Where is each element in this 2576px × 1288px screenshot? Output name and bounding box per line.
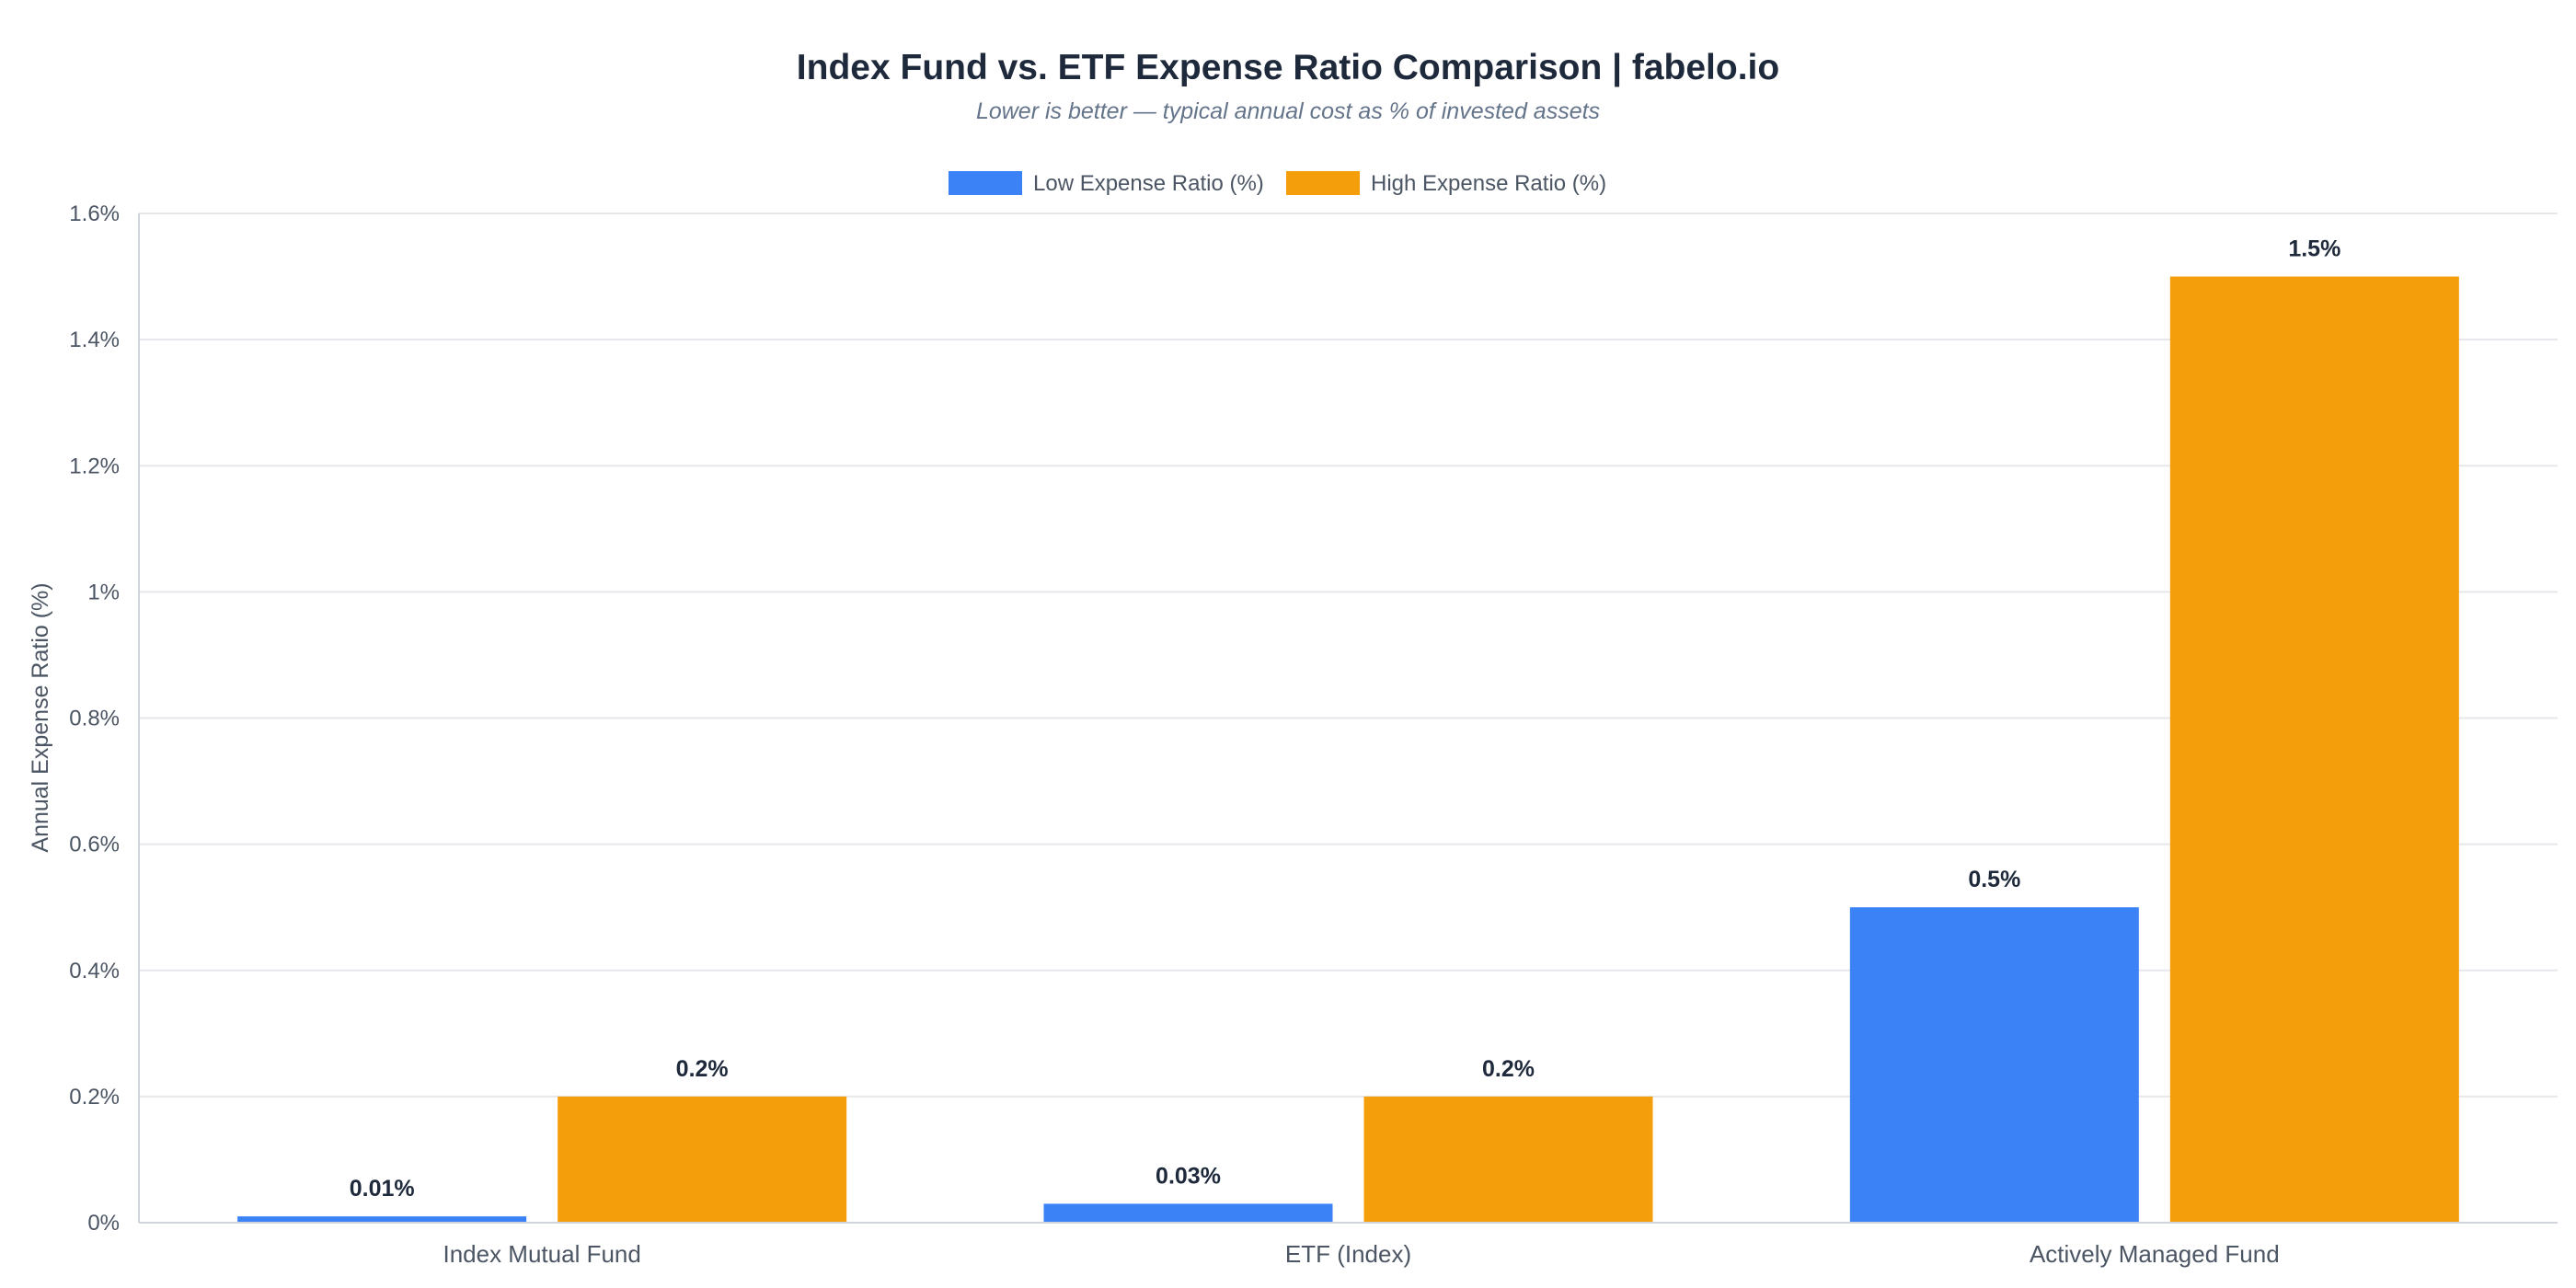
chart-subtitle: Lower is better — typical annual cost as… xyxy=(976,98,1600,124)
y-axis-ticks: 0% 0.2% 0.4% 0.6% 0.8% 1% 1.2% 1.4% 1.6% xyxy=(69,201,120,1236)
bar xyxy=(1849,907,2139,1223)
legend-swatch xyxy=(1286,171,1360,195)
x-category-label: Actively Managed Fund xyxy=(2030,1240,2280,1268)
bar xyxy=(2169,276,2459,1223)
bar xyxy=(1043,1203,1333,1223)
x-category-label: Index Mutual Fund xyxy=(443,1240,640,1268)
y-axis-label: Annual Expense Ratio (%) xyxy=(28,582,53,852)
chart-title: Index Fund vs. ETF Expense Ratio Compari… xyxy=(797,48,1779,87)
y-tick-label: 1% xyxy=(87,580,120,604)
y-tick-label: 0.2% xyxy=(69,1085,120,1110)
y-tick-label: 1.6% xyxy=(69,201,120,226)
bar-series xyxy=(237,276,2459,1223)
y-tick-label: 0.4% xyxy=(69,959,120,983)
y-tick-label: 0% xyxy=(87,1211,120,1236)
data-label: 1.5% xyxy=(2288,236,2340,262)
data-label: 0.5% xyxy=(1968,867,2020,892)
legend-swatch xyxy=(949,171,1022,195)
data-label: 0.2% xyxy=(676,1056,729,1082)
y-tick-label: 0.6% xyxy=(69,833,120,857)
x-category-label: ETF (Index) xyxy=(1285,1240,1411,1268)
legend-label: Low Expense Ratio (%) xyxy=(1033,171,1264,196)
data-label: 0.01% xyxy=(350,1176,415,1202)
chart-legend: Low Expense Ratio (%) High Expense Ratio … xyxy=(949,171,1606,196)
data-labels: 0.01% 0.2% 0.03% 0.2% 0.5% 1.5% xyxy=(350,236,2341,1202)
bar xyxy=(237,1216,527,1223)
grid-lines xyxy=(139,213,2558,1098)
y-tick-label: 0.8% xyxy=(69,707,120,731)
y-tick-label: 1.4% xyxy=(69,328,120,352)
x-axis-categories: Index Mutual Fund ETF (Index) Actively Man… xyxy=(443,1240,2279,1268)
legend-label: High Expense Ratio (%) xyxy=(1371,171,1606,196)
bar xyxy=(558,1096,847,1223)
bar xyxy=(1363,1096,1653,1223)
data-label: 0.2% xyxy=(1482,1056,1535,1082)
data-label: 0.03% xyxy=(1156,1163,1221,1189)
y-tick-label: 1.2% xyxy=(69,454,120,478)
